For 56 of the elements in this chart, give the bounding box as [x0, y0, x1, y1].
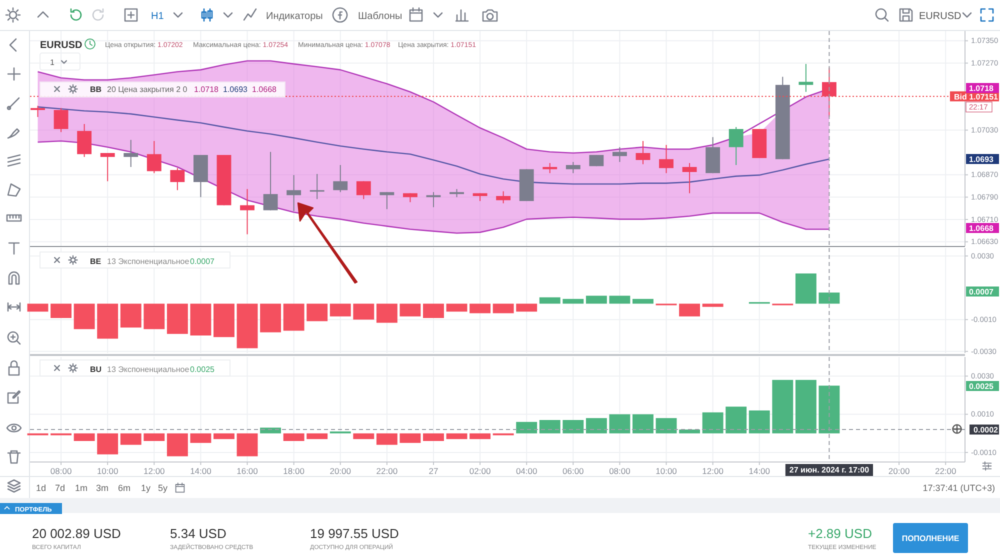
text: BU [90, 365, 102, 374]
text: 1d [36, 483, 46, 493]
ref-line-label: 27 июн. 2024 г. 17:00 [789, 466, 870, 474]
x-tick-label: 02:00 [469, 466, 491, 476]
text: +2.89 USD [808, 526, 872, 541]
text: 13 Экспоненциальное [107, 365, 190, 374]
x-tick-label: 10:00 [96, 466, 118, 476]
text: 13 Экспоненциальное [107, 257, 190, 266]
text: 7d [55, 483, 66, 493]
text: 1.0668 [969, 224, 994, 233]
text: 3m [96, 483, 109, 493]
x-tick-label: 08:00 [50, 466, 72, 476]
text: H1 [151, 11, 164, 22]
annotation: 1.0693 [223, 85, 248, 94]
x-tick-label: 04:00 [516, 466, 538, 476]
ref-line-label: Bid 1.07151 [954, 92, 999, 102]
annotation: 1 [50, 58, 55, 67]
text: 5.34 USD [170, 526, 226, 541]
x-tick-label: 20:00 [888, 466, 910, 476]
text: Индикаторы [266, 11, 323, 22]
x-tick-label: 22:00 [376, 466, 398, 476]
ref-line-label: 0.0002 [974, 426, 999, 435]
text: EURUSD [40, 40, 82, 51]
text: 1.0693 [969, 155, 994, 164]
x-tick-label: 12:00 [702, 466, 724, 476]
x-tick-label: 22:00 [934, 466, 957, 476]
text: ПОПОЛНЕНИЕ [902, 534, 960, 543]
text: 19 997.55 USD [310, 526, 399, 541]
text: 1y [141, 483, 152, 493]
x-tick-label: 14:00 [190, 466, 212, 476]
annotation: 0.0007 [190, 257, 216, 266]
text: 1.0718 [969, 84, 994, 93]
annotation: BB [90, 85, 102, 94]
annotation: 0.0025 [190, 365, 216, 374]
text: 0.0025 [969, 382, 994, 391]
text: 6m [118, 483, 131, 493]
x-tick-label: 20:00 [330, 466, 352, 476]
x-tick-label: 16:00 [236, 466, 258, 476]
text: EURUSD [919, 11, 962, 22]
x-tick-label: 12:00 [144, 466, 166, 476]
text: 0.0007 [969, 288, 994, 296]
text: 5y [158, 483, 168, 493]
x-tick-label: 27 [428, 466, 438, 476]
x-tick-label: 18:00 [283, 466, 305, 476]
annotation: 20 Цена закрытия 2 0 [107, 85, 188, 94]
x-tick-label: 10:00 [656, 466, 678, 476]
annotation: 1.0668 [252, 85, 278, 94]
x-tick-label: 14:00 [748, 466, 770, 476]
text: 20 002.89 USD [32, 526, 121, 541]
text: 17:37:41 (UTC+3) [922, 483, 995, 493]
annotation: 1.0718 [194, 85, 220, 94]
x-tick-label: 06:00 [562, 466, 584, 476]
text: BE [90, 257, 102, 266]
text: 1m [75, 483, 88, 493]
x-tick-label: 08:00 [609, 466, 631, 476]
text: Шаблоны [358, 11, 402, 22]
